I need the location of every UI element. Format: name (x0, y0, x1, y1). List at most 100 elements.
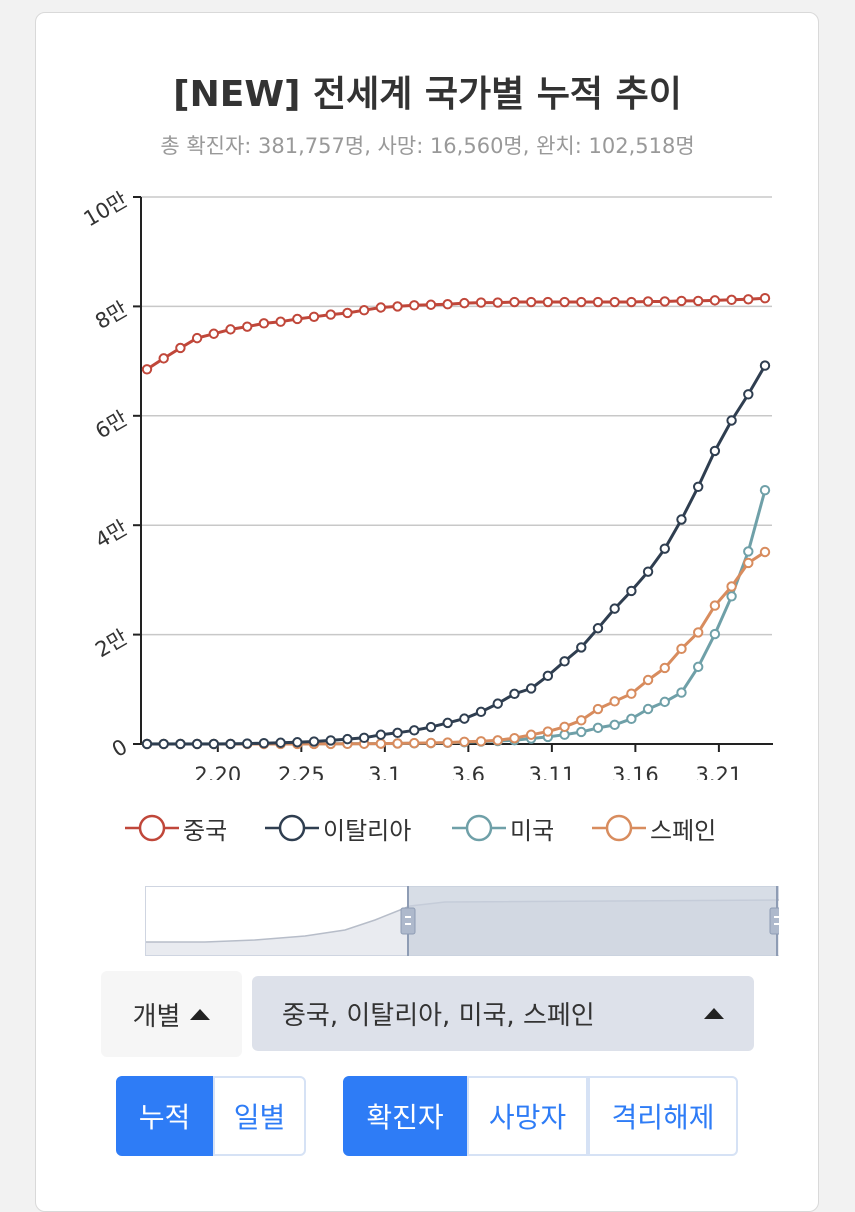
tab-daily[interactable]: 일별 (213, 1076, 306, 1156)
legend-item-usa[interactable]: 미국 (452, 806, 554, 850)
data-point-spain[interactable] (676, 643, 687, 655)
data-point-italy[interactable] (509, 688, 520, 700)
data-point-china[interactable] (743, 294, 754, 305)
data-point-italy[interactable] (158, 738, 169, 750)
data-point-china[interactable] (325, 309, 336, 320)
data-point-italy[interactable] (626, 585, 637, 597)
data-point-china[interactable] (258, 318, 270, 329)
data-point-spain[interactable] (375, 738, 387, 749)
data-point-china[interactable] (275, 316, 286, 327)
data-point-china[interactable] (726, 294, 737, 306)
data-point-spain[interactable] (459, 736, 470, 748)
data-point-china[interactable] (225, 324, 236, 335)
data-point-italy[interactable] (592, 623, 604, 634)
data-point-china[interactable] (392, 301, 403, 312)
data-point-usa[interactable] (609, 719, 620, 731)
data-point-spain[interactable] (609, 696, 620, 707)
data-point-italy[interactable] (492, 698, 503, 709)
data-point-spain[interactable] (743, 557, 754, 569)
data-point-spain[interactable] (392, 738, 403, 749)
data-point-italy[interactable] (175, 738, 186, 750)
data-point-spain[interactable] (509, 732, 520, 744)
data-point-spain[interactable] (525, 729, 537, 740)
data-point-china[interactable] (158, 353, 169, 364)
data-point-italy[interactable] (409, 725, 420, 736)
data-point-italy[interactable] (559, 656, 570, 667)
data-point-china[interactable] (442, 299, 453, 310)
data-point-italy[interactable] (375, 729, 387, 740)
data-point-italy[interactable] (141, 738, 153, 750)
data-point-spain[interactable] (642, 674, 654, 686)
navigator-selection[interactable] (408, 886, 778, 956)
data-point-china[interactable] (659, 296, 670, 307)
data-point-spain[interactable] (726, 581, 737, 592)
data-point-italy[interactable] (292, 737, 303, 748)
country-select[interactable]: 중국, 이탈리아, 미국, 스페인 (252, 976, 754, 1051)
data-point-italy[interactable] (475, 706, 487, 718)
data-point-spain[interactable] (425, 737, 437, 749)
data-point-china[interactable] (492, 297, 503, 308)
data-point-spain[interactable] (759, 546, 771, 558)
data-point-china[interactable] (576, 296, 587, 308)
data-point-italy[interactable] (642, 566, 654, 577)
data-point-italy[interactable] (542, 670, 554, 682)
data-point-italy[interactable] (258, 737, 270, 749)
data-point-china[interactable] (709, 295, 721, 306)
data-point-china[interactable] (475, 297, 487, 308)
data-point-usa[interactable] (592, 722, 604, 734)
data-point-italy[interactable] (676, 514, 687, 525)
data-point-italy[interactable] (342, 733, 353, 745)
data-point-china[interactable] (676, 295, 687, 307)
data-point-usa[interactable] (642, 703, 654, 715)
data-point-usa[interactable] (676, 687, 687, 698)
data-point-italy[interactable] (392, 727, 403, 739)
data-point-italy[interactable] (325, 735, 336, 746)
legend-item-spain[interactable]: 스페인 (592, 806, 716, 850)
data-point-italy[interactable] (208, 738, 220, 750)
data-point-china[interactable] (375, 302, 387, 313)
data-point-china[interactable] (542, 296, 554, 308)
data-point-spain[interactable] (659, 662, 670, 674)
data-point-italy[interactable] (275, 737, 286, 748)
data-point-italy[interactable] (743, 389, 754, 400)
data-point-italy[interactable] (459, 713, 470, 724)
legend-item-china[interactable]: 중국 (125, 806, 227, 850)
data-point-spain[interactable] (592, 703, 604, 715)
navigator-handle-right[interactable] (769, 907, 779, 935)
data-point-china[interactable] (609, 296, 620, 308)
data-point-spain[interactable] (626, 688, 637, 699)
data-point-china[interactable] (642, 296, 654, 307)
data-point-spain[interactable] (542, 726, 554, 737)
data-point-italy[interactable] (242, 738, 253, 749)
data-point-china[interactable] (308, 311, 320, 322)
mode-dropdown[interactable]: 개별 (101, 971, 242, 1057)
data-point-italy[interactable] (659, 543, 670, 554)
data-point-china[interactable] (525, 296, 537, 308)
data-point-china[interactable] (175, 342, 186, 354)
data-point-usa[interactable] (626, 713, 637, 725)
data-point-spain[interactable] (559, 721, 570, 732)
data-point-spain[interactable] (409, 737, 420, 749)
tab-deaths[interactable]: 사망자 (467, 1076, 588, 1156)
legend-item-italy[interactable]: 이탈리아 (265, 806, 411, 850)
data-point-china[interactable] (692, 295, 704, 307)
data-point-china[interactable] (191, 332, 203, 344)
data-point-usa[interactable] (726, 591, 737, 602)
data-point-italy[interactable] (609, 603, 620, 614)
range-navigator[interactable] (145, 886, 779, 956)
tab-cumulative[interactable]: 누적 (116, 1076, 213, 1156)
data-point-usa[interactable] (692, 661, 704, 673)
data-point-italy[interactable] (759, 360, 771, 371)
data-point-italy[interactable] (726, 415, 737, 426)
data-point-italy[interactable] (425, 721, 437, 733)
data-point-china[interactable] (626, 296, 637, 308)
data-point-china[interactable] (559, 296, 570, 308)
data-point-usa[interactable] (576, 726, 587, 738)
data-point-spain[interactable] (492, 735, 503, 746)
data-point-china[interactable] (358, 305, 370, 316)
data-point-china[interactable] (425, 299, 437, 310)
data-point-italy[interactable] (709, 445, 721, 457)
data-point-italy[interactable] (442, 717, 453, 729)
tab-recovered[interactable]: 격리해제 (588, 1076, 738, 1156)
data-point-usa[interactable] (659, 696, 670, 708)
